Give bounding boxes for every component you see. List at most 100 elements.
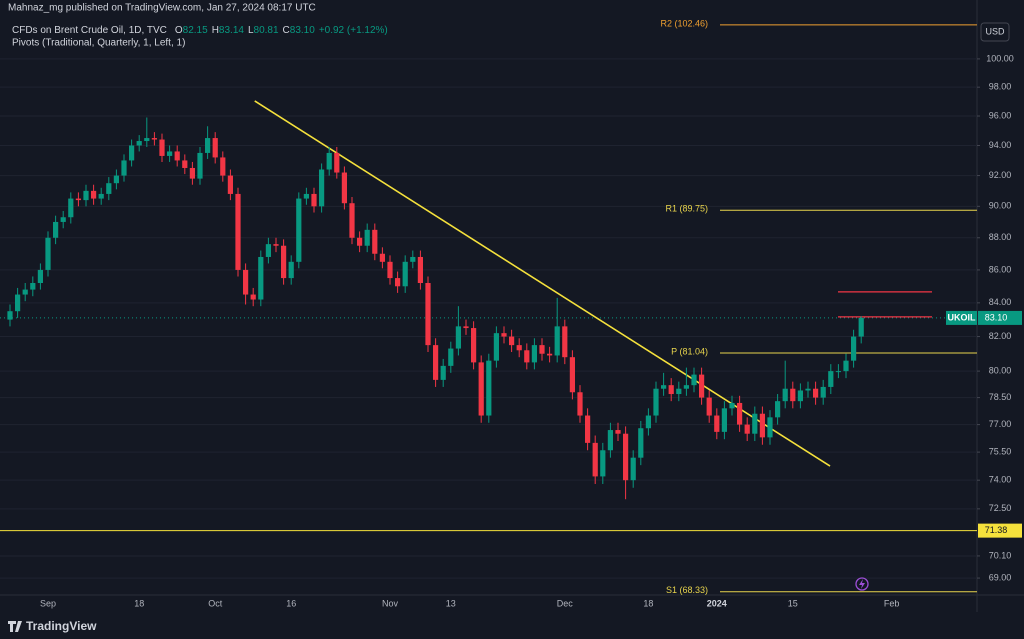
y-tick-label: 96.00 [989, 110, 1012, 120]
candle-body [463, 326, 469, 329]
candle-body [767, 417, 773, 438]
candle-body [37, 269, 43, 284]
candle-body [417, 256, 423, 284]
candle-body [668, 385, 674, 395]
candle-body [828, 371, 834, 387]
y-tick-label: 82.00 [989, 331, 1012, 341]
candle-body [106, 183, 112, 194]
candle-body [197, 152, 203, 179]
candle-body [790, 388, 796, 402]
candle-body [600, 450, 606, 477]
event-icon[interactable] [855, 577, 869, 591]
publisher: Mahnaz_mg published on TradingView.com, … [8, 3, 316, 14]
candle-body [433, 345, 439, 380]
ohlc-label: L [248, 25, 254, 36]
candle-body [623, 433, 629, 481]
y-tick-label: 77.00 [989, 419, 1012, 429]
candle-body [759, 413, 765, 438]
brand: TradingView [26, 619, 97, 633]
y-tick-label: 75.50 [989, 446, 1012, 456]
candle-body [136, 141, 142, 146]
candle-body [45, 237, 51, 270]
y-tick-label: 92.00 [989, 170, 1012, 180]
candle-body [151, 138, 157, 140]
candle-body [22, 289, 28, 295]
ohlc-label: H [212, 25, 219, 36]
candle-body [524, 350, 530, 363]
change: +0.92 (+1.12%) [319, 25, 388, 36]
candle-body [357, 237, 363, 246]
last-price-label: 83.10 [985, 312, 1008, 322]
candle-body [744, 424, 750, 434]
ohlc-value: 83.14 [219, 25, 244, 36]
ohlc-value: 82.15 [183, 25, 208, 36]
y-tick-label: 80.00 [989, 365, 1012, 375]
candle-body [585, 415, 591, 443]
candle-body [129, 145, 135, 161]
candle-body [205, 138, 211, 153]
candle-body [645, 415, 651, 429]
candle-body [349, 203, 355, 238]
y-tick-label: 84.00 [989, 297, 1012, 307]
ohlc-label: C [283, 25, 290, 36]
candle-body [159, 139, 165, 156]
currency-button[interactable] [980, 22, 1010, 42]
candle-body [577, 392, 583, 416]
y-tick-label: 98.00 [989, 82, 1012, 92]
x-tick-label: 13 [446, 598, 456, 608]
candle-body [379, 253, 385, 262]
candle-body [661, 385, 667, 389]
candle-body [547, 353, 553, 356]
candle-body [569, 357, 575, 393]
currency[interactable]: USD [985, 26, 1005, 36]
y-tick-label: 86.00 [989, 264, 1012, 274]
candle-body [607, 430, 613, 451]
candle-body [471, 328, 477, 363]
horizontal-line-box [978, 523, 1022, 538]
candle-body [615, 430, 621, 434]
candle-body [531, 345, 537, 363]
pivot-label: R2 (102.46) [660, 18, 708, 28]
plot-area: R2 (102.46) R1 (89.75) P (81.04) S1 (68.33) [0, 18, 977, 595]
candle-body [167, 151, 173, 156]
candle-body [235, 193, 241, 270]
x-tick-label: 16 [286, 598, 296, 608]
candle-body [539, 345, 545, 354]
candle-body [296, 198, 302, 262]
candle-body [501, 333, 507, 337]
candle-body [387, 261, 393, 279]
candle-body [53, 221, 59, 238]
candle-body [721, 408, 727, 432]
candle-body [7, 311, 13, 320]
event-bolt [859, 579, 865, 589]
candle-body [737, 402, 743, 425]
candle-body [265, 244, 271, 257]
candle-body [326, 152, 332, 170]
candle-body [486, 360, 492, 416]
y-tick-label: 90.00 [989, 201, 1012, 211]
candle-body [835, 371, 841, 373]
candle-body [653, 388, 659, 416]
x-tick-label: Dec [557, 598, 574, 608]
candle-body [189, 167, 195, 179]
symbol: CFDs on Brent Crude Oil, 1D, TVC [12, 25, 167, 36]
candle-body [554, 326, 560, 356]
x-tick-label: Nov [382, 598, 399, 608]
y-tick-label: 94.00 [989, 140, 1012, 150]
x-tick-label: Oct [208, 598, 223, 608]
candle-body [805, 388, 811, 391]
candle-body [782, 388, 788, 402]
candle-body [775, 401, 781, 418]
y-tick-label: 72.50 [989, 503, 1012, 513]
candle-body [843, 360, 849, 372]
ohlc-value: 80.81 [254, 25, 279, 36]
pivot-label: S1 (68.33) [666, 585, 708, 595]
candle-body [691, 374, 697, 386]
candle-body [683, 385, 689, 389]
candle-body [227, 175, 233, 194]
x-tick-label: 15 [788, 598, 798, 608]
candle-body [212, 138, 218, 158]
candle-body [440, 365, 446, 380]
candle-body [851, 336, 857, 361]
